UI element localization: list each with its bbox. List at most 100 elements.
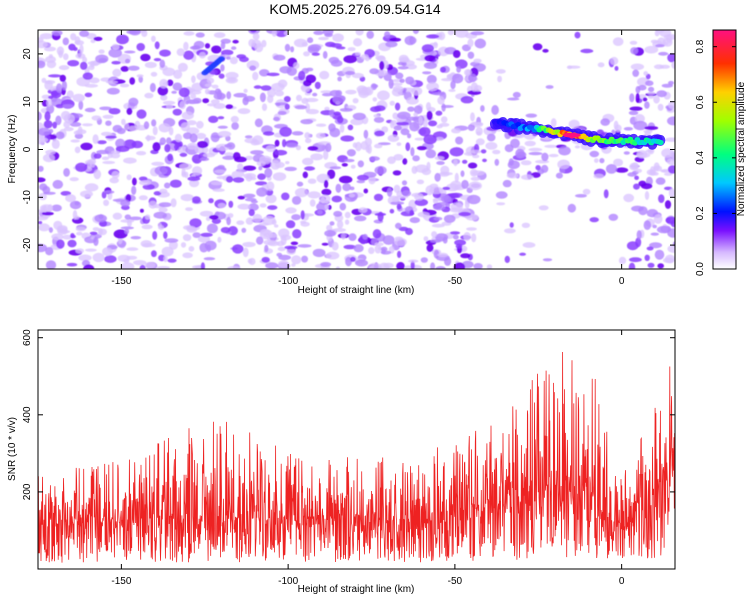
heatmap-noise-blob <box>233 92 247 98</box>
heatmap-noise-blob <box>374 143 383 149</box>
heatmap-noise-blob <box>115 138 126 149</box>
heatmap-noise-blob <box>399 57 410 63</box>
heatmap-noise-blob <box>93 36 103 42</box>
heatmap-noise-blob <box>206 77 215 84</box>
heatmap-noise-blob <box>266 181 275 191</box>
snr-y-label: SNR (10 * v/v) <box>7 417 18 481</box>
colorbar-ticks: 0.0 0.2 0.4 0.6 0.8 <box>695 39 736 276</box>
heatmap-noise-blob <box>449 147 464 157</box>
heatmap-noise-blob <box>231 170 245 178</box>
heatmap-noise-blob <box>472 154 480 159</box>
heatmap-noise-blob <box>397 66 409 70</box>
heatmap-noise-blob <box>331 195 343 203</box>
heatmap-noise-blob <box>181 168 186 176</box>
heatmap-noise-blob <box>486 133 496 142</box>
heatmap-noise-blob <box>336 220 344 229</box>
heatmap-noise-blob <box>374 244 382 254</box>
heatmap-noise-blob <box>250 200 258 204</box>
heatmap-noise-blob <box>231 122 239 130</box>
heatmap-noise-blob <box>236 220 245 225</box>
heatmap-noise-blob <box>44 111 51 122</box>
heatmap-noise-blob <box>652 224 657 229</box>
heatmap-noise-blob <box>88 77 100 84</box>
heatmap-noise-blob <box>250 150 264 155</box>
heatmap-noise-blob <box>341 163 348 167</box>
heatmap-noise-blob <box>473 58 482 64</box>
heatmap-noise-blob <box>120 199 131 207</box>
heatmap-noise-blob <box>629 162 638 171</box>
heatmap-noise-blob <box>395 222 402 229</box>
heatmap-noise-blob <box>373 116 385 123</box>
heatmap-noise-blob <box>63 53 69 61</box>
heatmap-noise-blob <box>74 40 85 46</box>
heatmap-noise-blob <box>631 205 644 212</box>
heatmap-noise-blob <box>277 110 287 116</box>
heatmap-noise-blob <box>202 146 209 154</box>
heatmap-noise-blob <box>277 260 290 269</box>
heatmap-noise-blob <box>204 88 210 95</box>
heatmap-noise-blob <box>449 231 461 235</box>
heatmap-noise-blob <box>355 30 364 36</box>
heatmap-noise-blob <box>196 141 209 149</box>
heatmap-noise-blob <box>258 166 263 171</box>
heatmap-noise-blob <box>431 231 438 238</box>
heatmap-noise-blob <box>270 160 281 170</box>
heatmap-noise-blob <box>66 262 78 267</box>
heatmap-noise-blob <box>237 195 245 200</box>
heatmap-noise-blob <box>136 74 144 78</box>
heatmap-noise-blob <box>170 198 177 208</box>
heatmap-noise-blob <box>393 125 402 131</box>
heatmap-noise-blob <box>491 105 499 115</box>
heatmap-noise-blob <box>103 190 115 194</box>
heatmap-noise-blob <box>131 140 143 149</box>
heatmap-noise-blob <box>291 255 302 265</box>
heatmap-noise-blob <box>647 95 655 99</box>
heatmap-noise-blob <box>226 91 232 100</box>
heatmap-noise-blob <box>654 249 665 260</box>
heatmap-noise-blob <box>496 202 506 206</box>
heatmap-noise-blob <box>237 108 251 115</box>
heatmap-noise-blob <box>176 146 189 154</box>
heatmap-noise-blob <box>379 60 385 71</box>
heatmap-noise-blob <box>38 192 47 201</box>
heatmap-noise-blob <box>252 33 260 40</box>
heatmap-noise-blob <box>418 126 431 137</box>
heatmap-signal-ridge <box>489 116 666 150</box>
colorbar-frame <box>712 29 737 270</box>
heatmap-noise-blob <box>524 140 536 147</box>
heatmap-noise-blob <box>98 49 105 54</box>
heatmap-noise-blob <box>317 209 323 215</box>
heatmap-noise-blob <box>157 222 162 229</box>
heatmap-noise-blob <box>608 213 619 221</box>
heatmap-noise-blob <box>446 74 453 80</box>
heatmap-noise-blob <box>460 253 471 259</box>
heatmap-noise-blob <box>106 87 120 95</box>
heatmap-noise-blob <box>416 179 425 185</box>
heatmap-noise-blob <box>353 244 364 253</box>
heatmap-noise-blob <box>211 218 221 225</box>
heatmap-noise-blob <box>637 84 647 91</box>
heatmap-noise-blob <box>284 166 297 172</box>
heatmap-noise-blob <box>63 121 71 128</box>
colorbar-tick-label: 0.2 <box>695 206 706 220</box>
heatmap-noise-blob <box>414 137 426 141</box>
heatmap-noise-blob <box>589 217 599 223</box>
heatmap-noise-blob <box>320 262 332 267</box>
heatmap-noise-blob <box>151 161 165 166</box>
heatmap-noise-blob <box>38 60 46 69</box>
heatmap-noise-blob <box>52 179 64 189</box>
heatmap-noise-blob <box>276 240 285 247</box>
heatmap-noise-blob <box>189 178 200 188</box>
heatmap-noise-blob <box>265 194 277 204</box>
heatmap-noise-blob <box>507 160 520 170</box>
heatmap-noise-blob <box>152 126 158 136</box>
heatmap-noise-blob <box>192 196 201 204</box>
heatmap-noise-blob <box>108 108 121 115</box>
heatmap-noise-blob <box>46 60 57 69</box>
heatmap-noise-blob <box>222 155 236 160</box>
heatmap-noise-blob <box>480 105 485 112</box>
heatmap-noise-blob <box>199 210 214 217</box>
heatmap-noise-blob <box>120 66 129 72</box>
heatmap-noise-blob <box>342 183 352 192</box>
heatmap-noise-blob <box>470 176 481 181</box>
